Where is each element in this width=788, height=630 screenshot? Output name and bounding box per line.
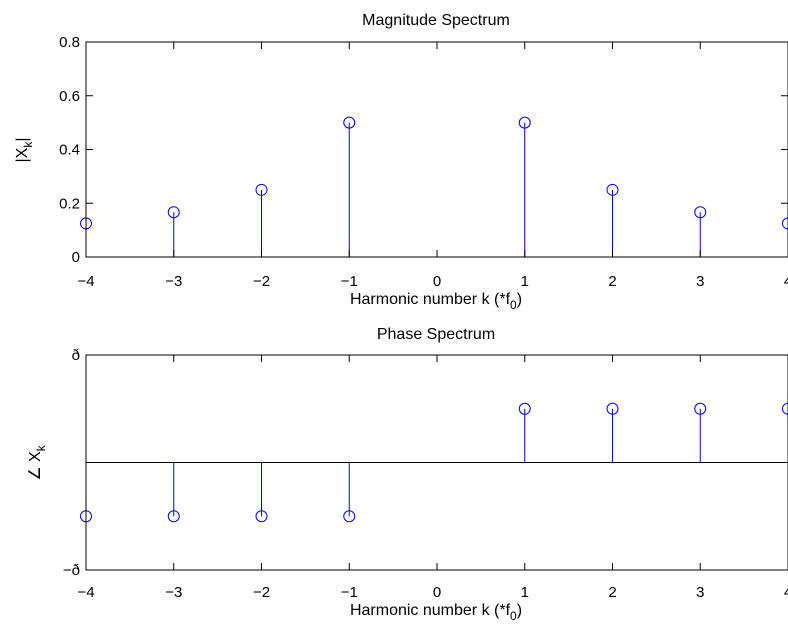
- magnitude-subplot: Magnitude Spectrum −4 −3 −2 −1 0 1 2 3 4 0 0.2 0.4 0…: [14, 12, 788, 312]
- phase-x-tick-label: −3: [165, 584, 182, 601]
- phase-ticks: −4 −3 −2 −1 0 1 2 3 4 −ð ð: [63, 347, 788, 601]
- phase-x-tick-label: −1: [341, 584, 358, 601]
- phase-x-tick-label: 3: [696, 584, 704, 601]
- magnitude-x-tick-label: −3: [165, 273, 182, 290]
- phase-x-tick-label: −4: [77, 584, 94, 601]
- magnitude-y-tick-label: 0.4: [59, 142, 80, 159]
- magnitude-ticks: −4 −3 −2 −1 0 1 2 3 4 0 0.2 0.4 0.6 0.8: [59, 34, 788, 290]
- magnitude-x-tick-label: 4: [784, 273, 788, 290]
- phase-x-tick-label: 4: [784, 584, 788, 601]
- phase-x-tick-label: 2: [608, 584, 616, 601]
- phase-stem-marker: [783, 403, 788, 414]
- magnitude-title: Magnitude Spectrum: [362, 12, 510, 29]
- phase-y-tick-label: −ð: [63, 562, 80, 579]
- magnitude-x-axis-label: Harmonic number k (*f0): [350, 291, 522, 312]
- phase-x-tick-label: 0: [433, 584, 441, 601]
- phase-x-tick-label: −2: [253, 584, 270, 601]
- magnitude-x-tick-label: 0: [433, 273, 441, 290]
- magnitude-x-tick-label: 1: [521, 273, 529, 290]
- magnitude-y-axis-label: |Xk|: [14, 138, 35, 163]
- magnitude-y-tick-label: 0: [72, 249, 80, 266]
- magnitude-y-tick-label: 0.8: [59, 34, 80, 51]
- magnitude-x-tick-label: 2: [608, 273, 616, 290]
- magnitude-stem-marker: [783, 218, 788, 229]
- magnitude-x-tick-label: −2: [253, 273, 270, 290]
- phase-stems: [81, 403, 788, 522]
- phase-subplot: Phase Spectrum −4 −3 −2 −1 0 1 2 3 4 −ð ð Harmonic…: [27, 326, 788, 623]
- magnitude-stems: [81, 117, 788, 257]
- phase-y-axis-label: ∠ Xk: [27, 444, 48, 480]
- magnitude-y-tick-label: 0.2: [59, 195, 80, 212]
- magnitude-x-tick-label: −4: [77, 273, 94, 290]
- magnitude-y-tick-label: 0.6: [59, 88, 80, 105]
- magnitude-axes-box: [86, 42, 788, 257]
- phase-title: Phase Spectrum: [377, 326, 495, 343]
- magnitude-x-tick-label: −1: [341, 273, 358, 290]
- phase-x-axis-label: Harmonic number k (*f0): [350, 602, 522, 623]
- phase-y-tick-label: ð: [72, 347, 80, 364]
- phase-x-tick-label: 1: [521, 584, 529, 601]
- magnitude-x-tick-label: 3: [696, 273, 704, 290]
